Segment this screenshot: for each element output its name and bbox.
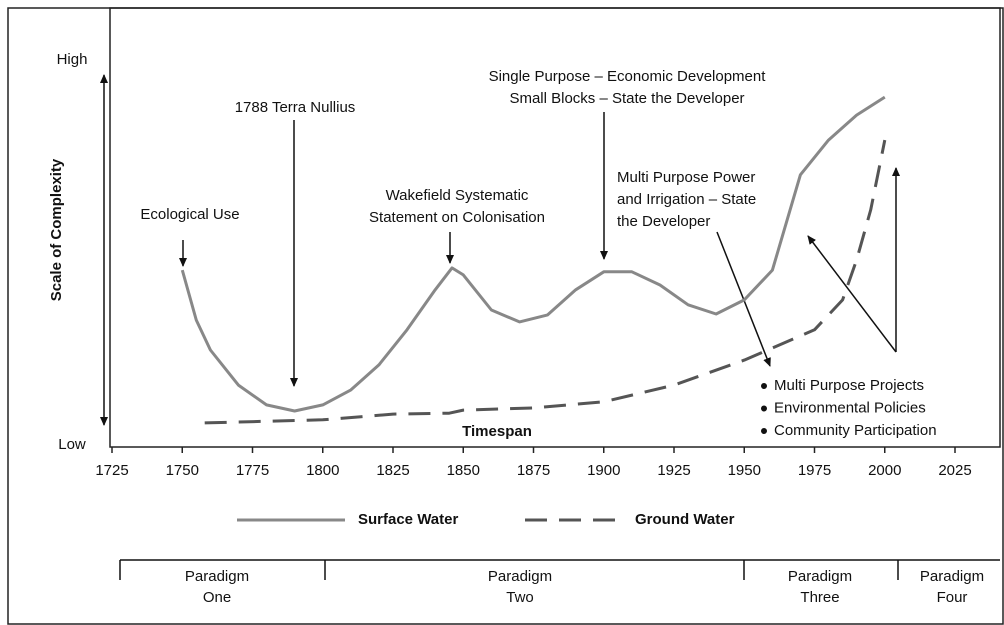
x-tick-label: 1725 bbox=[95, 462, 128, 479]
annotation: Single Purpose – Economic Development bbox=[489, 68, 767, 85]
bullet-dot bbox=[761, 405, 767, 412]
x-tick-label: 1775 bbox=[236, 462, 269, 479]
annotation: Statement on Colonisation bbox=[369, 209, 545, 226]
x-tick-label: 2000 bbox=[868, 462, 901, 479]
x-tick-label: 1900 bbox=[587, 462, 620, 479]
annotation: and Irrigation – State bbox=[617, 191, 756, 208]
paradigm-label: Two bbox=[506, 589, 534, 606]
bullet-text: Community Participation bbox=[774, 422, 937, 439]
y-axis-label: Scale of Complexity bbox=[48, 158, 65, 301]
x-tick-label: 1875 bbox=[517, 462, 550, 479]
y-high-label: High bbox=[57, 51, 88, 68]
paradigm-label: Paradigm bbox=[920, 568, 984, 585]
paradigm-label: Paradigm bbox=[185, 568, 249, 585]
paradigm-label: Three bbox=[800, 589, 839, 606]
x-tick-label: 1850 bbox=[447, 462, 480, 479]
y-low-label: Low bbox=[58, 436, 86, 453]
plot-frame bbox=[109, 7, 1001, 448]
legend-label: Surface Water bbox=[358, 511, 458, 528]
x-tick-label: 1750 bbox=[166, 462, 199, 479]
x-tick-label: 1825 bbox=[376, 462, 409, 479]
bullet-dot bbox=[761, 383, 767, 389]
legend-label: Ground Water bbox=[635, 511, 735, 528]
x-tick-label: 1800 bbox=[306, 462, 339, 479]
x-tick-label: 2025 bbox=[938, 462, 971, 479]
paradigm-label: One bbox=[203, 589, 231, 606]
series-line bbox=[204, 139, 887, 425]
bullet-text: Multi Purpose Projects bbox=[774, 377, 924, 394]
annotation: Ecological Use bbox=[140, 206, 239, 223]
annotation: Small Blocks – State the Developer bbox=[509, 90, 744, 107]
paradigm-label: Paradigm bbox=[488, 568, 552, 585]
bullet-dot bbox=[761, 428, 767, 434]
x-tick-label: 1950 bbox=[728, 462, 761, 479]
x-tick-label: 1925 bbox=[657, 462, 690, 479]
annotation: Multi Purpose Power bbox=[617, 169, 755, 186]
bullet-text: Environmental Policies bbox=[774, 399, 926, 416]
annotation-arrow bbox=[807, 235, 897, 353]
annotation: the Developer bbox=[617, 213, 710, 230]
series-line bbox=[180, 95, 886, 413]
x-tick-label: 1975 bbox=[798, 462, 831, 479]
x-axis-label: Timespan bbox=[462, 423, 532, 440]
annotation: Wakefield Systematic bbox=[386, 187, 529, 204]
paradigm-label: Paradigm bbox=[788, 568, 852, 585]
paradigm-label: Four bbox=[937, 589, 968, 606]
annotation: 1788 Terra Nullius bbox=[235, 99, 356, 116]
